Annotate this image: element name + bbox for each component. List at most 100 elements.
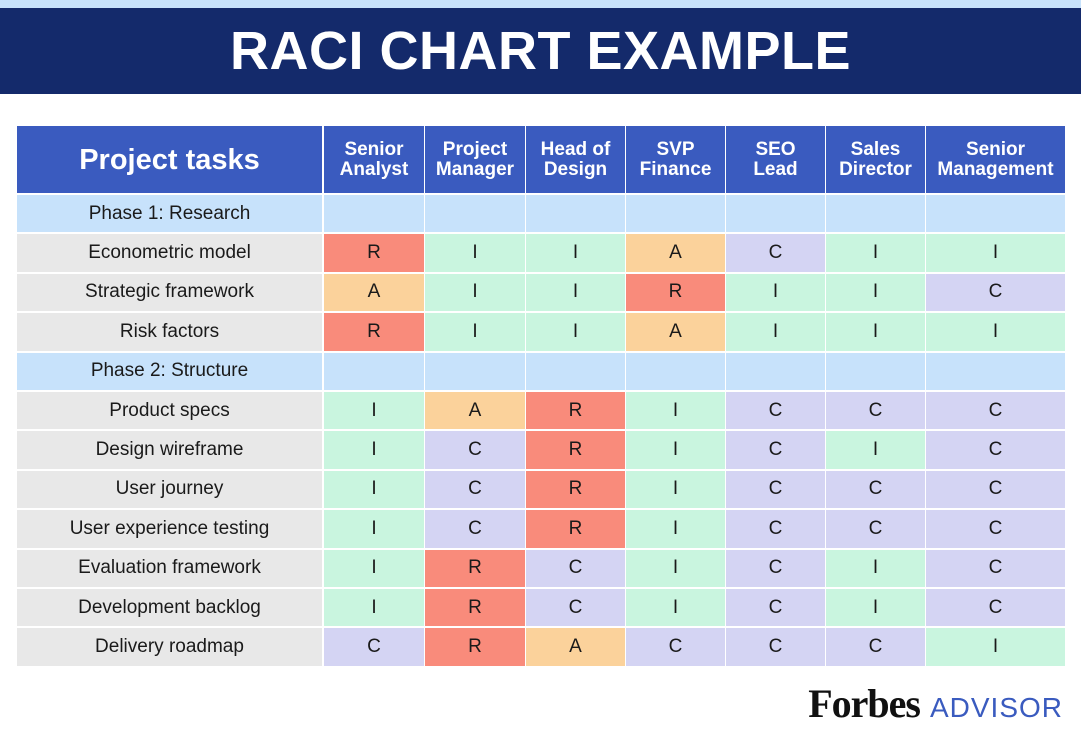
raci-cell: C <box>726 392 825 430</box>
raci-cell: A <box>526 628 625 666</box>
raci-cell: C <box>425 431 525 469</box>
column-header-text: Sales Director <box>839 138 912 180</box>
raci-cell: I <box>425 234 525 272</box>
phase-cell <box>425 352 525 390</box>
column-header-text: SVP Finance <box>639 138 712 180</box>
raci-cell: C <box>926 273 1065 312</box>
raci-cell: I <box>826 313 925 351</box>
raci-cell: C <box>726 431 825 469</box>
task-label: Product specs <box>17 392 322 430</box>
phase-cell <box>526 195 625 233</box>
raci-cell: C <box>726 234 825 272</box>
phase-cell <box>324 352 424 390</box>
raci-cell: C <box>726 510 825 548</box>
raci-cell: I <box>324 549 424 587</box>
raci-cell: C <box>726 549 825 587</box>
column-header-text: Senior Management <box>937 138 1054 180</box>
raci-cell: I <box>324 470 424 509</box>
raci-cell: A <box>425 392 525 430</box>
brand: Forbes <box>808 681 921 726</box>
raci-cell: C <box>826 470 925 509</box>
raci-cell: C <box>425 510 525 548</box>
raci-cell: I <box>626 510 725 548</box>
raci-cell: C <box>726 589 825 627</box>
raci-cell: A <box>626 234 725 272</box>
raci-cell: C <box>926 392 1065 430</box>
phase-cell <box>726 352 825 390</box>
column-header-text: SEO Lead <box>753 138 798 180</box>
raci-cell: C <box>425 470 525 509</box>
raci-cell: R <box>324 313 424 351</box>
raci-cell: C <box>926 589 1065 627</box>
raci-cell: I <box>425 273 525 312</box>
raci-cell: I <box>826 431 925 469</box>
raci-cell: I <box>324 589 424 627</box>
raci-cell: I <box>826 273 925 312</box>
column-header-text: Project Manager <box>435 138 515 180</box>
task-label: User experience testing <box>17 510 322 548</box>
brand-sub: ADVISOR <box>929 692 1063 723</box>
phase-cell <box>526 352 625 390</box>
column-header: SVP Finance <box>626 126 725 193</box>
raci-cell: I <box>926 628 1065 666</box>
raci-cell: R <box>425 628 525 666</box>
phase-label: Phase 1: Research <box>17 195 322 233</box>
raci-cell: R <box>526 392 625 430</box>
raci-cell: C <box>826 392 925 430</box>
raci-cell: R <box>526 470 625 509</box>
task-label: User journey <box>17 470 322 509</box>
task-label: Strategic framework <box>17 273 322 312</box>
raci-cell: I <box>826 589 925 627</box>
title: RACI CHART EXAMPLE <box>0 8 1081 94</box>
footer: Forbes ADVISOR <box>808 680 1063 727</box>
column-header: Project Manager <box>425 126 525 193</box>
raci-cell: A <box>324 273 424 312</box>
phase-cell <box>425 195 525 233</box>
task-label: Evaluation framework <box>17 549 322 587</box>
raci-cell: R <box>526 510 625 548</box>
phase-cell <box>726 195 825 233</box>
task-label: Risk factors <box>17 313 322 351</box>
raci-cell: I <box>926 313 1065 351</box>
raci-cell: R <box>324 234 424 272</box>
raci-cell: C <box>926 549 1065 587</box>
column-header: Senior Analyst <box>324 126 424 193</box>
raci-cell: I <box>526 234 625 272</box>
raci-cell: I <box>526 313 625 351</box>
phase-cell <box>626 195 725 233</box>
phase-cell <box>626 352 725 390</box>
phase-cell <box>926 352 1065 390</box>
raci-cell: I <box>425 313 525 351</box>
raci-cell: C <box>324 628 424 666</box>
raci-cell: C <box>826 510 925 548</box>
raci-cell: R <box>526 431 625 469</box>
raci-cell: I <box>626 589 725 627</box>
task-label: Econometric model <box>17 234 322 272</box>
column-header-text: Head of Design <box>540 138 611 180</box>
raci-cell: I <box>324 392 424 430</box>
raci-cell: I <box>324 510 424 548</box>
column-header: Head of Design <box>526 126 625 193</box>
raci-cell: C <box>626 628 725 666</box>
task-label: Delivery roadmap <box>17 628 322 666</box>
raci-cell: I <box>726 273 825 312</box>
raci-cell: I <box>826 549 925 587</box>
raci-cell: C <box>526 549 625 587</box>
raci-cell: I <box>626 549 725 587</box>
raci-cell: I <box>626 470 725 509</box>
raci-cell: R <box>626 273 725 312</box>
raci-cell: I <box>926 234 1065 272</box>
raci-cell: R <box>425 549 525 587</box>
raci-cell: C <box>926 470 1065 509</box>
raci-cell: C <box>926 431 1065 469</box>
raci-cell: A <box>626 313 725 351</box>
phase-cell <box>926 195 1065 233</box>
task-label: Development backlog <box>17 589 322 627</box>
column-header-text: Senior Analyst <box>339 138 409 180</box>
raci-cell: I <box>726 313 825 351</box>
raci-cell: I <box>324 431 424 469</box>
column-header: Sales Director <box>826 126 925 193</box>
phase-cell <box>324 195 424 233</box>
column-header: Senior Management <box>926 126 1065 193</box>
